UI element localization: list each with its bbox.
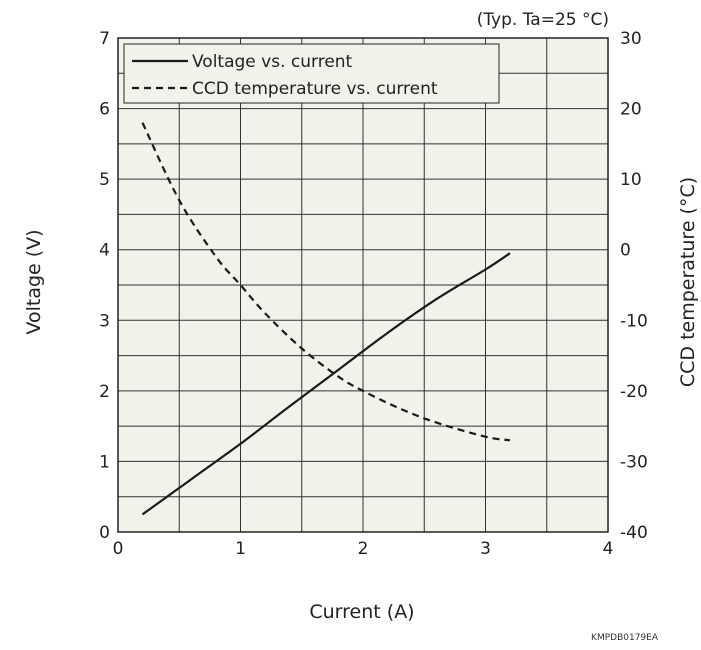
x-tick-label: 1 bbox=[235, 539, 246, 559]
legend-label: Voltage vs. current bbox=[192, 52, 353, 72]
y-left-tick-label: 5 bbox=[99, 170, 110, 190]
x-axis-title: Current (A) bbox=[309, 601, 414, 623]
y-left-tick-label: 1 bbox=[99, 452, 110, 472]
tick-labels: 0 1 2 3 4 0 1 2 3 4 5 6 7 -40 -30 -20 -10 0 10 20 30 bbox=[99, 29, 648, 559]
legend-box bbox=[123, 43, 500, 104]
y-axis-right-title: CCD temperature (°C) bbox=[677, 177, 699, 387]
y-right-tick-label: 30 bbox=[620, 29, 642, 49]
legend-label: CCD temperature vs. current bbox=[192, 79, 438, 99]
y-right-tick-label: -30 bbox=[620, 452, 648, 472]
y-left-tick-label: 3 bbox=[99, 311, 110, 331]
y-left-tick-label: 6 bbox=[99, 100, 110, 120]
y-right-tick-label: -40 bbox=[620, 523, 648, 543]
y-right-tick-label: 10 bbox=[620, 170, 642, 190]
figure-code: KMPDB0179EA bbox=[591, 633, 659, 643]
y-right-tick-label: 20 bbox=[620, 100, 642, 120]
plot-frame bbox=[117, 37, 609, 533]
series-line-ccd-temperature bbox=[141, 122, 511, 442]
y-left-tick-label: 7 bbox=[99, 29, 110, 49]
y-right-tick-label: -10 bbox=[620, 311, 648, 331]
x-tick-label: 4 bbox=[603, 539, 614, 559]
y-right-tick-label: 0 bbox=[620, 241, 631, 261]
y-axis-left-title: Voltage (V) bbox=[23, 229, 45, 334]
x-tick-label: 3 bbox=[480, 539, 491, 559]
x-tick-label: 0 bbox=[113, 539, 124, 559]
series-lines bbox=[141, 122, 511, 516]
y-left-tick-label: 0 bbox=[99, 523, 110, 543]
y-right-tick-label: -20 bbox=[620, 382, 648, 402]
legend: Voltage vs. current CCD temperature vs. c… bbox=[123, 43, 500, 104]
x-tick-label: 2 bbox=[358, 539, 369, 559]
y-left-tick-label: 4 bbox=[99, 241, 110, 261]
y-left-tick-label: 2 bbox=[99, 382, 110, 402]
condition-note: (Typ. Ta=25 °C) bbox=[477, 10, 609, 30]
series-line-voltage bbox=[141, 252, 511, 516]
